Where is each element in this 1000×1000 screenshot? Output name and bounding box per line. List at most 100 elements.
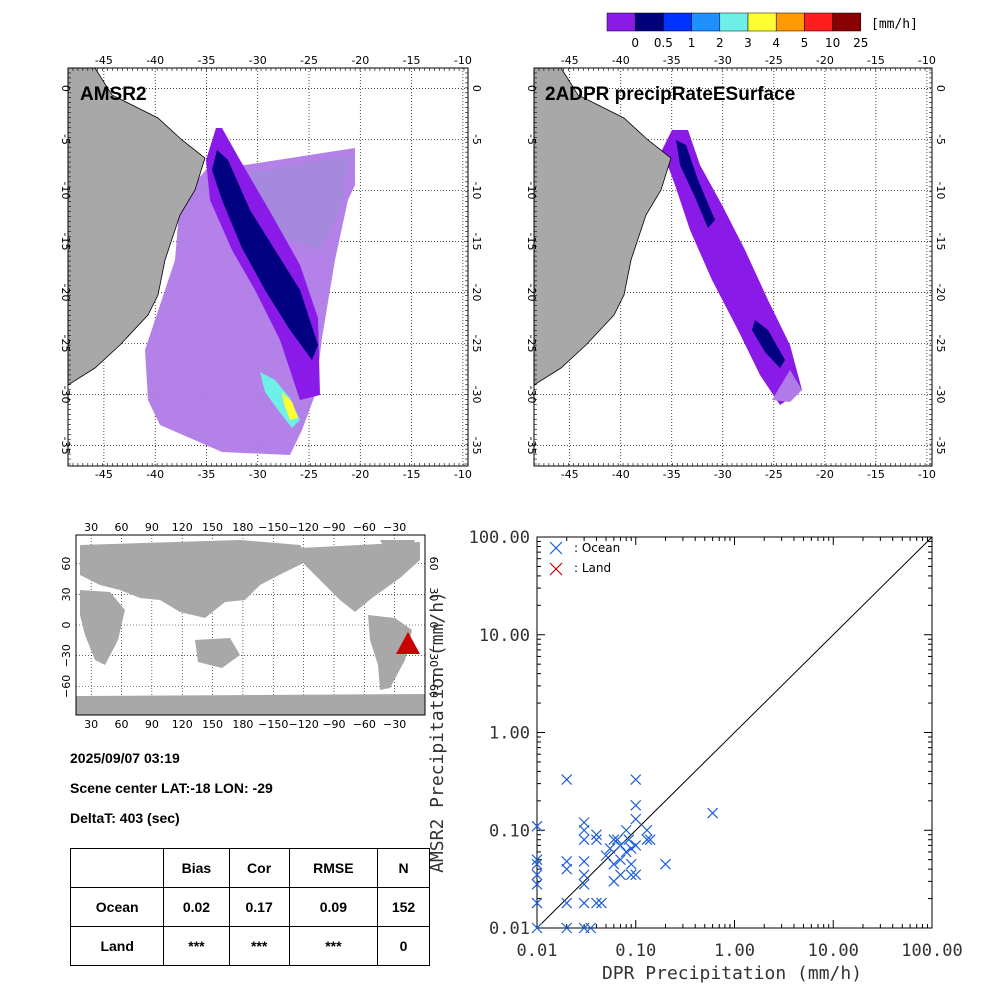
map-lon-label-top: -10	[454, 54, 472, 67]
stats-cell: ***	[228, 926, 290, 966]
ocean-point	[630, 774, 642, 785]
ocean-point	[625, 858, 637, 870]
scatter-x-tick-label: 1.00	[714, 941, 755, 961]
map-lat-label-left: -25	[525, 335, 538, 353]
ocean-point	[578, 834, 590, 846]
map-lon-label-top: -25	[765, 54, 783, 67]
ocean-point	[644, 834, 656, 846]
scatter-y-tick-label: 1.00	[489, 724, 530, 744]
map-lat-label-left: -35	[525, 437, 538, 455]
world-lat-label-left: 30	[60, 587, 73, 601]
world-lon-label-bottom: −30	[383, 718, 406, 731]
map-lat-label-left: -10	[59, 181, 72, 199]
map-lat-label-left: -20	[59, 284, 72, 302]
stats-cell: Ocean	[69, 887, 165, 927]
map-lat-label-right: -35	[934, 437, 947, 455]
cross-stroke	[625, 843, 637, 854]
stats-row-land: Land *** *** *** 0	[69, 926, 430, 966]
colorbar-swatch	[804, 12, 833, 32]
colorbar-tick-label: 1	[688, 36, 696, 50]
map-lon-label-top: -45	[95, 54, 113, 67]
cross-stroke	[561, 863, 573, 875]
africa-landmass	[80, 590, 125, 665]
world-lat-label-right: 60	[427, 557, 440, 571]
amsr2-map-frame	[67, 67, 469, 467]
cross-stroke	[531, 878, 543, 890]
ocean-point	[615, 854, 626, 866]
map-lat-label-right: -5	[470, 134, 483, 145]
map-lon-label-bottom: -30	[714, 468, 732, 481]
map-lon-label-bottom: -10	[918, 468, 936, 481]
dpr-map-title: 2ADPR precipRateESurface	[545, 84, 795, 105]
cross-stroke	[611, 834, 623, 846]
colorbar-tick-label: 5	[801, 36, 809, 50]
cross-stroke	[549, 541, 563, 555]
map-lon-label-top: -25	[300, 54, 318, 67]
ocean-point	[531, 897, 543, 909]
scene-center-coordinates: Scene center LAT:-18 LON: -29	[70, 780, 273, 796]
cross-stroke	[630, 799, 642, 811]
world-map-frame	[75, 534, 426, 716]
map-lon-label-bottom: -35	[663, 468, 681, 481]
world-lat-label-right: −30	[427, 644, 440, 667]
world-lon-label-top: 180	[232, 521, 253, 534]
cross-stroke	[630, 774, 642, 785]
ocean-point	[608, 858, 620, 870]
amsr2-map-ticks: -45 -45 -40 -40 -35 -35 -30 -30 -25 -25 -20 -20 -15 -…	[59, 54, 483, 481]
ocean-point	[611, 834, 623, 846]
colorbar: 0 0.5 1 2 3 4 5 10 25	[606, 12, 868, 50]
colorbar-swatch	[606, 12, 636, 32]
cross-stroke	[591, 897, 602, 909]
cross-stroke	[531, 820, 543, 832]
cross-stroke	[623, 834, 635, 846]
scatter-x-axis-label: DPR Precipitation (mm/h)	[602, 963, 862, 984]
ocean-point	[591, 829, 602, 841]
cross-stroke	[561, 922, 573, 934]
amsr2-swath	[145, 128, 355, 455]
cross-stroke	[578, 869, 590, 881]
map-lat-label-right: -35	[470, 437, 483, 455]
cross-stroke	[630, 813, 642, 825]
map-lon-label-bottom: -45	[561, 468, 579, 481]
map-lon-label-bottom: -15	[403, 468, 421, 481]
world-lon-label-bottom: 30	[84, 718, 98, 731]
cross-stroke	[531, 869, 543, 881]
map-lon-label-bottom: -40	[146, 468, 164, 481]
cross-stroke	[531, 858, 543, 870]
cross-stroke	[531, 897, 543, 909]
cross-stroke	[615, 839, 626, 851]
map-lat-label-right: -10	[470, 181, 483, 199]
dpr-swath	[662, 130, 802, 405]
scatter-y-tick-label: 0.01	[489, 919, 530, 939]
ocean-point	[630, 799, 642, 811]
world-lon-label-top: 150	[202, 521, 223, 534]
statistics-table: Bias Cor RMSE N Ocean 0.02 0.17 0.09 152…	[69, 848, 430, 966]
cross-stroke	[591, 834, 602, 846]
ocean-point	[578, 869, 590, 881]
ocean-point	[604, 843, 616, 854]
legend-ocean-label: : Ocean	[574, 541, 620, 555]
ocean-point	[578, 897, 590, 909]
map-lat-label-right: -25	[934, 335, 947, 353]
colorbar-tick-label: 2	[716, 36, 724, 50]
world-lat-label-left: 60	[60, 557, 73, 571]
ocean-point	[615, 869, 626, 881]
stats-header-cell: N	[377, 848, 430, 888]
ocean-point	[531, 922, 543, 934]
map-lon-label-top: -15	[403, 54, 421, 67]
dpr-map-ticks: -45 -45 -40 -40 -35 -35 -30 -30 -25 -25 -20 -20 -15 -…	[525, 54, 947, 481]
map-lon-label-bottom: -25	[300, 468, 318, 481]
stats-row-ocean: Ocean 0.02 0.17 0.09 152	[69, 887, 430, 927]
ocean-point	[620, 846, 632, 858]
ocean-point	[561, 897, 573, 909]
world-lon-label-bottom: −90	[322, 718, 345, 731]
stats-cell: 0.17	[228, 887, 290, 927]
scene-delta-t: DeltaT: 403 (sec)	[70, 810, 180, 826]
map-lat-label-right: -15	[934, 233, 947, 251]
scatter-legend: : Ocean : Land	[549, 541, 620, 576]
world-lat-label-left: −30	[60, 644, 73, 667]
ocean-point	[620, 824, 632, 836]
world-lon-label-bottom: −150	[258, 718, 288, 731]
world-lon-label-bottom: 90	[145, 718, 159, 731]
ocean-point	[561, 922, 573, 934]
